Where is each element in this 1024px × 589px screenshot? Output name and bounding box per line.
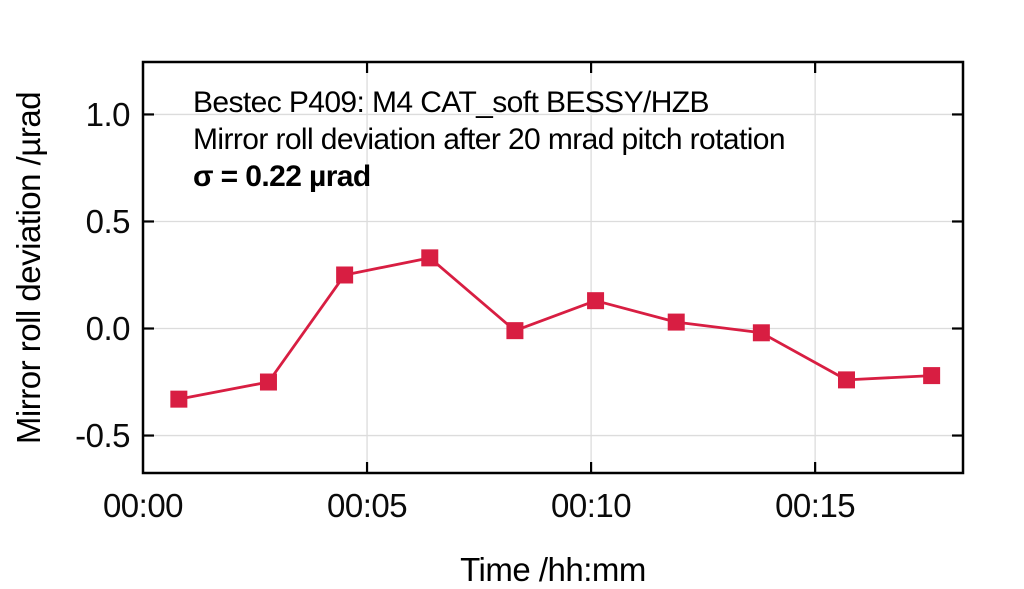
data-point-marker	[506, 322, 524, 340]
data-point-marker	[752, 324, 770, 342]
x-tick-label: 00:05	[327, 487, 407, 524]
x-tick-label: 00:10	[551, 487, 631, 524]
x-tick-label: 00:00	[103, 487, 183, 524]
plot-frame	[141, 60, 965, 475]
data-point-marker	[837, 371, 855, 389]
data-point-marker	[923, 367, 941, 385]
data-point-marker	[667, 313, 685, 331]
y-tick-label: 1.0	[86, 96, 131, 133]
y-tick-label: 0.0	[86, 310, 131, 347]
annotation-line-1: Bestec P409: M4 CAT_soft BESSY/HZB	[193, 86, 710, 119]
annotation-sigma: σ = 0.22 µrad	[193, 160, 371, 193]
annotation-line-2: Mirror roll deviation after 20 mrad pitc…	[193, 123, 786, 156]
x-axis-label: Time /hh:mm	[460, 551, 646, 588]
data-point-marker	[587, 292, 605, 310]
data-point-marker	[421, 249, 439, 267]
data-point-marker	[336, 266, 354, 284]
y-tick-label: -0.5	[75, 417, 130, 454]
y-tick-label: 0.5	[86, 203, 130, 240]
y-axis-label: Mirror roll deviation /µrad	[10, 91, 47, 445]
series-line	[178, 256, 932, 401]
x-tick-label: 00:15	[775, 487, 855, 524]
data-point-marker	[259, 373, 277, 391]
chart-annotation: Bestec P409: M4 CAT_soft BESSY/HZB Mirro…	[193, 84, 786, 195]
data-point-marker	[170, 390, 188, 408]
